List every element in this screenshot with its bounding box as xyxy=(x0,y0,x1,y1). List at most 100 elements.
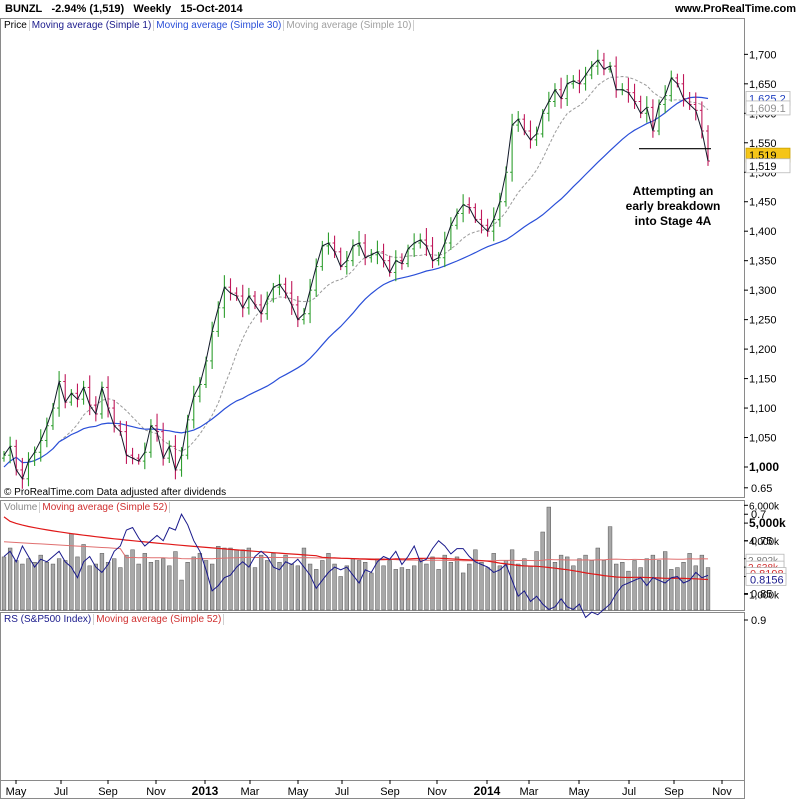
x-tick-label: Nov xyxy=(712,786,732,798)
period-label: Weekly xyxy=(133,3,172,15)
price-panel-frame xyxy=(0,18,745,498)
price-tick-label: 1,550 xyxy=(749,138,777,150)
price-footer: © ProRealTime.com Data adjusted after di… xyxy=(4,487,227,498)
rs-value-tag-text: 0.8156 xyxy=(750,574,784,586)
volume-bar xyxy=(405,569,411,611)
volume-bar xyxy=(552,562,558,611)
volume-bar xyxy=(38,554,43,611)
rs-value-tag xyxy=(745,572,787,586)
volume-bar xyxy=(124,554,129,611)
rs-panel-frame xyxy=(0,612,745,781)
rs-tick-label: 0.7 xyxy=(751,509,766,521)
volume-bar xyxy=(105,562,111,611)
annotation-note: Attempting an early breakdown into Stage… xyxy=(613,184,733,229)
legend-rs-ma: Moving average (Simple 52) xyxy=(94,614,225,625)
volume-bar xyxy=(632,560,637,611)
volume-bar xyxy=(387,560,392,611)
volume-bar xyxy=(571,565,576,611)
volume-bar xyxy=(142,553,147,611)
volume-bar xyxy=(185,562,190,611)
x-tick-label: Jul xyxy=(335,786,349,798)
price-tick-label: 1,200 xyxy=(749,344,777,356)
price-value-tag-text: 1,519 xyxy=(749,161,777,173)
volume-bar xyxy=(289,563,294,611)
volume-bar xyxy=(7,547,13,611)
volume-bar xyxy=(167,565,172,611)
volume-bar xyxy=(326,553,331,611)
volume-bar xyxy=(203,560,209,611)
rs-tick-label: 0.75 xyxy=(751,536,772,548)
volume-bar xyxy=(424,563,429,611)
volume-bar xyxy=(663,551,668,611)
legend-rs: RS (S&P500 Index) xyxy=(2,614,95,625)
annotation-line-1: Attempting an xyxy=(632,184,714,198)
volume-bar xyxy=(699,554,705,611)
volume-bar xyxy=(516,563,521,611)
volume-bar xyxy=(558,554,564,611)
volume-bar xyxy=(399,567,405,611)
volume-bar xyxy=(705,567,711,611)
rs-legend: RS (S&P500 Index) Moving average (Simple … xyxy=(2,614,225,625)
volume-bar xyxy=(216,545,221,611)
volume-bar xyxy=(252,567,258,611)
price-tick-label: 1,350 xyxy=(749,256,777,268)
volume-bar xyxy=(271,553,276,611)
volume-bar xyxy=(589,560,594,611)
legend-ma30: Moving average (Simple 30) xyxy=(154,20,285,31)
price-tick-label: 1,450 xyxy=(749,197,777,209)
price-tick-label: 1,400 xyxy=(749,226,777,238)
volume-bar xyxy=(356,560,362,611)
volume-panel-frame xyxy=(0,500,745,611)
volume-bar xyxy=(418,558,423,611)
volume-bar xyxy=(485,567,490,611)
volume-bar xyxy=(693,565,698,611)
price-tick-label: 1,650 xyxy=(749,79,777,91)
volume-tick-label: 6,000k xyxy=(749,501,780,512)
volume-bar xyxy=(681,562,686,611)
volume-bar xyxy=(583,554,588,611)
volume-bar xyxy=(222,547,227,611)
volume-bar xyxy=(246,547,252,611)
volume-bar xyxy=(173,551,178,611)
x-tick-label: Jul xyxy=(54,786,68,798)
volume-bar xyxy=(393,569,398,611)
price-tick-label: 1,000 xyxy=(749,460,779,474)
price-tick-label: 1,300 xyxy=(749,285,777,297)
legend-volume: Volume xyxy=(2,502,41,513)
volume-bar xyxy=(20,563,25,611)
volume-bar xyxy=(307,563,313,611)
volume-bar xyxy=(197,553,203,611)
volume-bar xyxy=(650,554,656,611)
volume-bar xyxy=(81,544,86,611)
volume-bar xyxy=(154,560,160,611)
chart-header: BUNZL -2.94% (1,519) Weekly 15-Oct-2014 xyxy=(5,3,243,15)
volume-bar xyxy=(479,562,484,611)
site-label[interactable]: www.ProRealTime.com xyxy=(674,3,796,15)
volume-bar xyxy=(26,558,31,611)
x-tick-label: Nov xyxy=(146,786,166,798)
close-line xyxy=(3,59,709,480)
price-value-tag xyxy=(745,100,791,116)
volume-bar xyxy=(350,558,356,611)
volume-tick-label: 1,000k xyxy=(749,590,780,601)
volume-bar xyxy=(99,553,105,611)
legend-price: Price xyxy=(2,20,30,31)
x-tick-label: Mar xyxy=(241,786,260,798)
symbol-label: BUNZL xyxy=(5,3,43,15)
annotation-line-2: early breakdown xyxy=(625,199,721,213)
volume-bar xyxy=(412,565,417,611)
volume-bar xyxy=(301,547,307,611)
volume-bar xyxy=(314,569,319,611)
volume-bar xyxy=(565,556,570,611)
volume-bar xyxy=(430,556,435,611)
rs-tick-label: 0.9 xyxy=(751,615,766,627)
volume-bar xyxy=(534,551,539,611)
volume-bar xyxy=(332,563,337,611)
volume-bar xyxy=(265,560,270,611)
volume-bar xyxy=(209,563,215,611)
volume-bar xyxy=(626,570,631,611)
volume-bar xyxy=(161,558,166,611)
volume-bar xyxy=(595,547,600,611)
volume-bar xyxy=(56,558,62,611)
